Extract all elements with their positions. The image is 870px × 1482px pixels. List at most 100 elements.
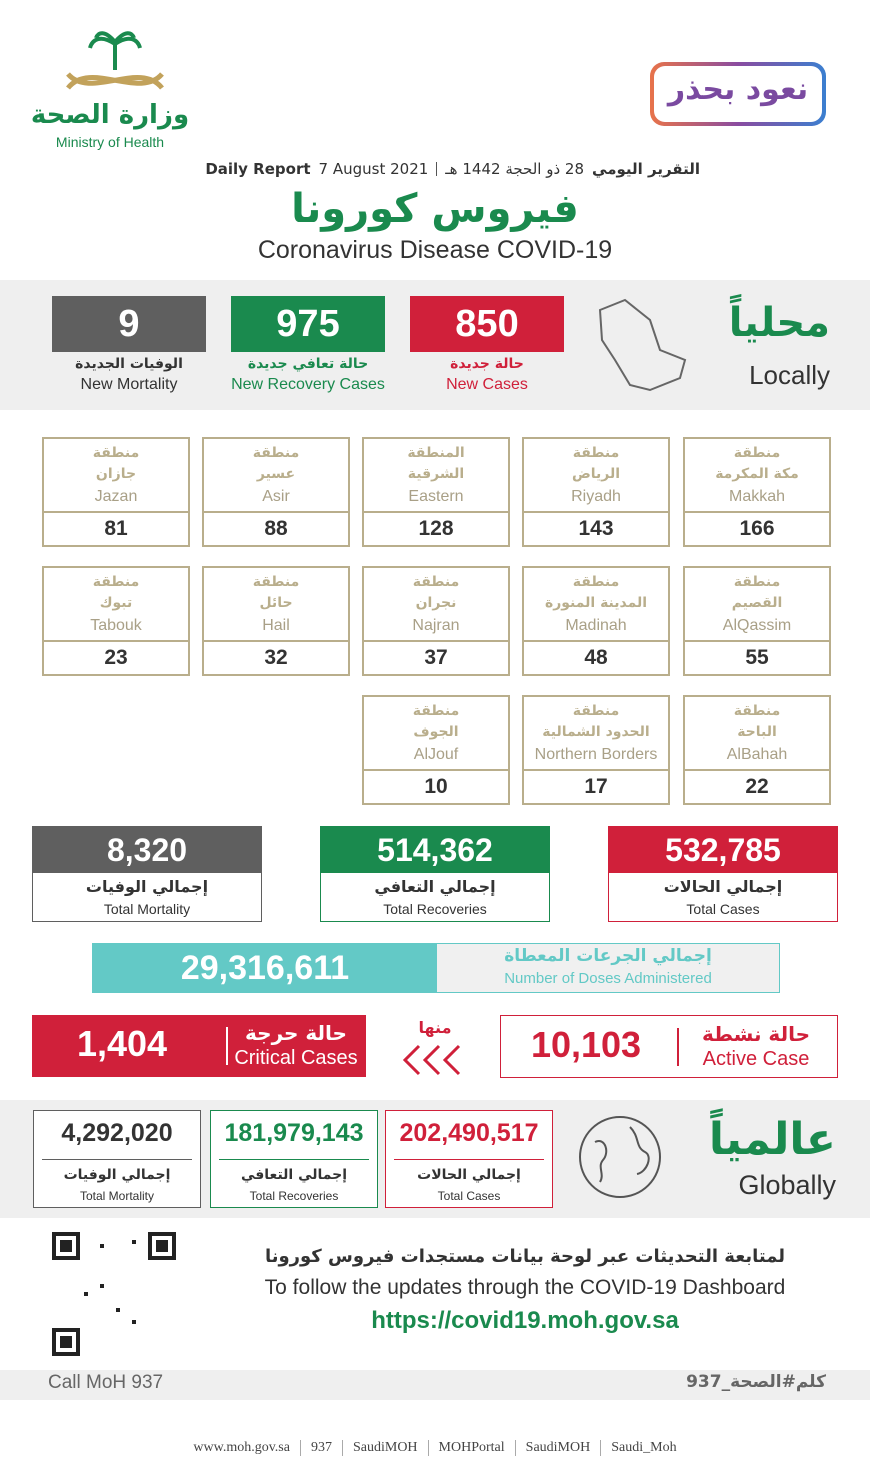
qr-module xyxy=(100,1284,104,1288)
region-card: منطقة عسير Asir 88 xyxy=(202,437,350,547)
region-line1: منطقة xyxy=(252,445,300,461)
date-hijri: 28 ذو الحجة 1442 هـ xyxy=(445,160,585,178)
footer: www.moh.gov.sa 937 SaudiMOH MOHPortal SaudiM… xyxy=(0,1440,870,1456)
title-ar: فيروس كورونا xyxy=(291,186,579,232)
global-label-en: Globally xyxy=(738,1170,836,1200)
doses-label-ar: إجمالي الجرعات المعطاة xyxy=(504,946,712,966)
region-value: 55 xyxy=(745,646,769,669)
global-label-ar: إجمالي الحالات xyxy=(417,1167,521,1183)
region-line2: الشرقية xyxy=(407,466,465,482)
campaign: نعود بحذر xyxy=(667,72,809,107)
local-label-en: New Mortality xyxy=(80,376,178,393)
region-line2: نجران xyxy=(415,595,457,611)
map-icon xyxy=(598,298,687,392)
region-value: 22 xyxy=(745,775,769,798)
region-line1: منطقة xyxy=(733,574,781,590)
region-divider xyxy=(364,511,508,513)
region-value: 23 xyxy=(104,646,128,669)
local-label-ar: حالة جديدة xyxy=(450,356,524,372)
region-card: منطقة تبوك Tabouk 23 xyxy=(42,566,190,676)
region-value: 10 xyxy=(424,775,448,798)
global-label-en: Total Recoveries xyxy=(249,1189,339,1203)
region-name-en: AlJouf xyxy=(413,746,459,763)
region-name-en: Northern Borders xyxy=(534,746,658,763)
follow-en: To follow the updates through the COVID-… xyxy=(264,1276,786,1299)
global-label-ar: إجمالي التعافي xyxy=(240,1167,348,1183)
global-value: 202,490,517 xyxy=(399,1119,539,1147)
local-value: 850 xyxy=(410,296,564,352)
global-label-ar: عالمياً xyxy=(708,1114,836,1165)
region-name-en: Eastern xyxy=(408,488,464,505)
global-label-ar: إجمالي الوفيات xyxy=(63,1167,171,1183)
region-card: منطقة القصيم AlQassim 55 xyxy=(683,566,831,676)
qr-module xyxy=(156,1240,168,1252)
region-line2: جازان xyxy=(95,466,137,482)
total-value: 514,362 xyxy=(321,827,549,873)
region-divider xyxy=(685,769,829,771)
region-divider xyxy=(364,769,508,771)
local-label-ar: الوفيات الجديدة xyxy=(75,356,183,372)
global-divider xyxy=(42,1159,192,1160)
footer-link: www.moh.gov.sa xyxy=(193,1440,290,1455)
region-name-en: Najran xyxy=(412,617,460,634)
global-label-en: Total Mortality xyxy=(79,1189,155,1203)
region-divider xyxy=(44,511,188,513)
date: 7 August 2021 xyxy=(318,160,429,178)
footer-link: SaudiMOH xyxy=(525,1440,591,1455)
local-label-ar: محلياً xyxy=(728,300,830,346)
region-value: 17 xyxy=(584,775,608,798)
follow-url: https://covid19.moh.gov.sa xyxy=(371,1307,679,1334)
logo-en: Ministry of Health xyxy=(55,134,165,150)
campaign-badge xyxy=(650,62,826,126)
region-name-en: Madinah xyxy=(565,617,627,634)
global-card: 202,490,517 إجمالي الحالات Total Cases xyxy=(385,1110,553,1208)
total-label-en: Total Recoveries xyxy=(383,901,487,917)
of-which: منها xyxy=(418,1018,452,1037)
footer-separator xyxy=(514,1440,516,1456)
local-label-en: New Cases xyxy=(446,376,528,393)
global-value: 181,979,143 xyxy=(224,1119,364,1147)
total-label-en: Total Cases xyxy=(686,901,760,917)
region-name-en: Makkah xyxy=(728,488,786,505)
total-card: 8,320 إجمالي الوفيات Total Mortality xyxy=(32,826,262,922)
critical-divider xyxy=(226,1027,228,1065)
qr-module xyxy=(84,1292,88,1296)
footer-link: 937 xyxy=(310,1440,332,1455)
critical-value: 1,404 xyxy=(76,1023,168,1064)
region-name-en: Riyadh xyxy=(571,488,621,505)
follow-ar: لمتابعة التحديثات عبر لوحة بيانات مستجدا… xyxy=(264,1246,786,1267)
global-label-en: Total Cases xyxy=(437,1189,501,1203)
region-line2: مكة المكرمة xyxy=(715,466,799,482)
local-label-ar: حالة تعافي جديدة xyxy=(247,356,369,372)
local-label-en: New Recovery Cases xyxy=(231,376,385,393)
total-label-ar: إجمالي الوفيات xyxy=(85,877,209,896)
global-card: 4,292,020 إجمالي الوفيات Total Mortality xyxy=(33,1110,201,1208)
region-name-en: Asir xyxy=(262,488,290,505)
qr-module xyxy=(116,1308,120,1312)
total-card: 532,785 إجمالي الحالات Total Cases xyxy=(608,826,838,922)
critical-label-en: Critical Cases xyxy=(234,1047,358,1069)
region-card: منطقة الجوف AlJouf 10 xyxy=(362,695,510,805)
critical-label-ar: حالة حرجة xyxy=(245,1021,347,1045)
critical-card: 1,404 حالة حرجة Critical Cases xyxy=(32,1015,366,1077)
qr-code xyxy=(52,1232,176,1356)
region-line2: القصيم xyxy=(731,595,783,611)
region-line2: الحدود الشمالية xyxy=(542,724,650,740)
region-line1: منطقة xyxy=(572,445,620,461)
doses-card: 29,316,611 إجمالي الجرعات المعطاة Number o… xyxy=(92,943,780,993)
region-value: 143 xyxy=(578,517,614,540)
active-value: 10,103 xyxy=(530,1024,642,1065)
region-divider xyxy=(204,640,348,642)
region-divider xyxy=(524,769,668,771)
call: Call MoH 937 xyxy=(48,1372,164,1393)
footer-link: MOHPortal xyxy=(438,1440,505,1455)
total-value: 532,785 xyxy=(609,827,837,873)
total-card: 514,362 إجمالي التعافي Total Recoveries xyxy=(320,826,550,922)
region-value: 166 xyxy=(739,517,775,540)
region-value: 81 xyxy=(104,517,128,540)
region-line1: المنطقة xyxy=(407,445,465,461)
report-ar: التقرير اليومي xyxy=(592,160,700,178)
total-label-en: Total Mortality xyxy=(103,901,191,917)
logo-ar: وزارة الصحة xyxy=(30,100,190,130)
active-label-ar: حالة نشطة xyxy=(702,1022,810,1046)
